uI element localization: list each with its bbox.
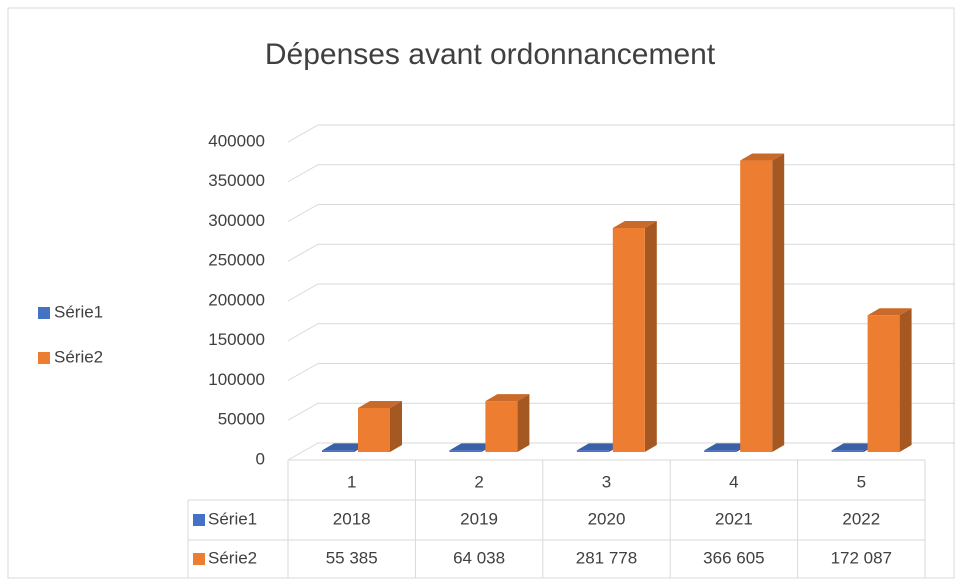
table-cell: 2022 (842, 509, 880, 528)
bar (485, 401, 518, 452)
bar-top (576, 443, 621, 451)
bar-top (740, 153, 785, 161)
bar-side (517, 394, 530, 452)
bar (740, 160, 773, 453)
table-cell: 172 087 (831, 548, 892, 567)
table-legend-key (193, 514, 205, 526)
bar (831, 450, 864, 452)
bar (449, 450, 482, 452)
legend-key (38, 352, 50, 364)
table-legend-key (193, 553, 205, 565)
bar (358, 407, 390, 452)
bar-top (485, 394, 530, 402)
table-cell: 2019 (460, 509, 498, 528)
y-tick-label: 50000 (218, 410, 265, 429)
table-cell: 2018 (333, 509, 371, 528)
y-tick-label: 300000 (208, 211, 265, 230)
table-cell: 2021 (715, 509, 753, 528)
bar-top (449, 443, 494, 451)
table-cell: 2020 (588, 509, 626, 528)
chart-border (7, 7, 955, 579)
bar-top (612, 220, 657, 228)
legend-label: Série2 (54, 347, 103, 366)
table-series-name: Série1 (208, 509, 257, 528)
y-tick-label: 0 (256, 449, 265, 468)
bar-top (322, 443, 366, 451)
bar (612, 227, 645, 452)
bar (867, 315, 900, 452)
bar-side (772, 153, 785, 453)
bar (704, 450, 737, 452)
y-tick-label: 150000 (208, 330, 265, 349)
y-tick-label: 100000 (208, 370, 265, 389)
table-cell: 55 385 (326, 548, 378, 567)
bar-side (390, 400, 402, 452)
y-tick-label: 250000 (208, 251, 265, 270)
table-cell: 281 778 (576, 548, 637, 567)
chart-title: Dépenses avant ordonnancement (265, 38, 716, 71)
legend-key (38, 307, 50, 319)
bar-top (358, 400, 402, 408)
x-tick-label: 4 (729, 472, 738, 491)
table-cell: 366 605 (703, 548, 764, 567)
bar-top (831, 443, 876, 451)
bar-side (899, 308, 912, 452)
x-tick-label: 3 (602, 472, 611, 491)
table-cell: 64 038 (453, 548, 505, 567)
bar (576, 450, 609, 452)
x-tick-label: 5 (857, 472, 866, 491)
grid-line (287, 124, 955, 143)
bar-top (704, 443, 749, 451)
bar (322, 450, 354, 452)
x-tick-label: 2 (474, 472, 483, 491)
y-tick-label: 200000 (208, 290, 265, 309)
bar-side (644, 220, 657, 452)
y-tick-label: 350000 (208, 171, 265, 190)
y-tick-label: 400000 (208, 131, 265, 150)
x-tick-label: 1 (347, 472, 356, 491)
table-series-name: Série2 (208, 548, 257, 567)
bar-top (867, 308, 912, 316)
legend-label: Série1 (54, 302, 103, 321)
